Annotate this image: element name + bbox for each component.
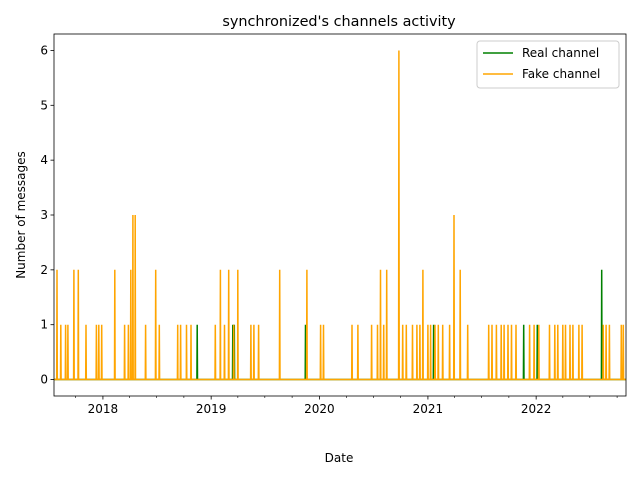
x-tick-label-1: 2019: [196, 402, 227, 416]
chart-title: synchronized's channels activity: [222, 14, 456, 30]
series-line-fake: [54, 50, 626, 381]
legend-label-real: Real channel: [522, 46, 599, 60]
series-layer: [54, 50, 626, 381]
y-tick-label-1: 1: [40, 318, 48, 332]
y-tick-label-0: 0: [40, 373, 48, 387]
y-tick-label-2: 2: [40, 263, 48, 277]
y-tick-label-4: 4: [40, 153, 48, 167]
x-tick-label-3: 2021: [413, 402, 444, 416]
y-tick-label-6: 6: [40, 43, 48, 57]
y-tick-label-3: 3: [40, 208, 48, 222]
x-tick-label-2: 2020: [304, 402, 335, 416]
legend: Real channel Fake channel: [476, 40, 620, 89]
axes-layer: 0 1 2 3 4 5 6 2018 2019 2020 2021 2022: [40, 43, 618, 416]
x-tick-label-0: 2018: [88, 402, 119, 416]
plot-area: [54, 34, 626, 396]
x-axis-title: Date: [325, 451, 354, 465]
x-tick-label-4: 2022: [521, 402, 552, 416]
y-tick-label-5: 5: [40, 98, 48, 112]
plot-frame: [53, 33, 627, 397]
legend-label-fake: Fake channel: [522, 67, 600, 81]
y-axis-title: Number of messages: [14, 151, 28, 279]
